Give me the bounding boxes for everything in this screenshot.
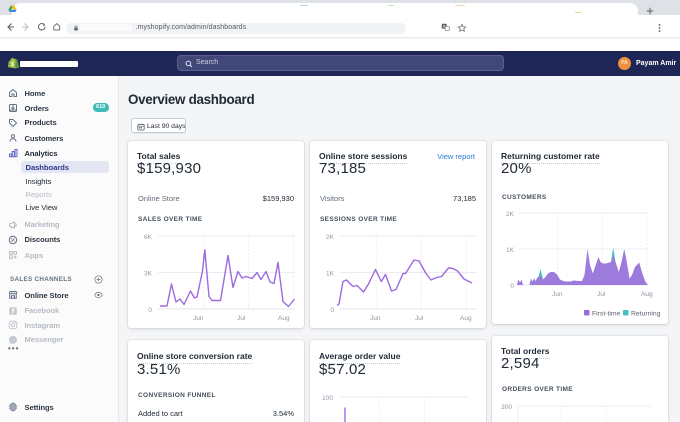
svg-text:Jun: Jun	[370, 315, 381, 322]
svg-text:First-time: First-time	[592, 311, 621, 317]
svg-text:2K: 2K	[506, 211, 515, 218]
svg-text:1K: 1K	[506, 247, 515, 254]
svg-text:Aug: Aug	[641, 291, 653, 298]
svg-text:Jul: Jul	[237, 315, 246, 322]
svg-text:Jul: Jul	[597, 291, 606, 298]
svg-text:2K: 2K	[326, 234, 335, 241]
svg-text:1K: 1K	[326, 271, 335, 278]
svg-text:Aug: Aug	[278, 315, 290, 322]
svg-text:Aug: Aug	[460, 315, 472, 322]
svg-text:a: a	[443, 24, 446, 29]
svg-text:3K: 3K	[144, 271, 153, 278]
svg-text:6K: 6K	[144, 234, 153, 241]
svg-text:0: 0	[510, 283, 514, 290]
svg-text:100: 100	[322, 395, 333, 402]
svg-text:Jun: Jun	[193, 315, 204, 322]
svg-text:0: 0	[330, 307, 334, 314]
svg-text:Jun: Jun	[552, 291, 563, 298]
svg-text:Jul: Jul	[415, 315, 424, 322]
svg-text:Returning: Returning	[631, 311, 661, 317]
svg-text:300: 300	[501, 404, 512, 411]
svg-text:0: 0	[148, 307, 152, 314]
